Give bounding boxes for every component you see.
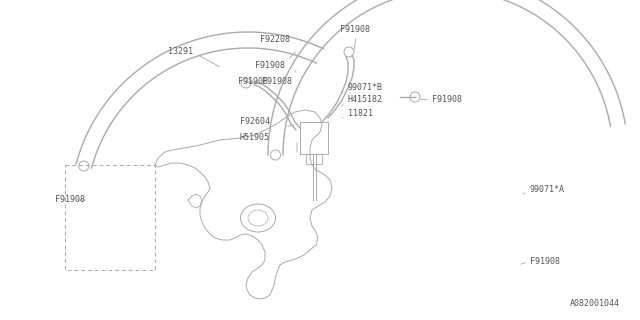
- Text: F91908: F91908: [262, 77, 292, 86]
- Text: A082001044: A082001044: [570, 299, 620, 308]
- Bar: [300, 122, 328, 154]
- Text: F91908: F91908: [255, 61, 285, 70]
- Text: F91908: F91908: [55, 196, 85, 204]
- Text: 13291: 13291: [168, 47, 193, 57]
- Text: F91908: F91908: [530, 258, 560, 267]
- Text: F91908: F91908: [432, 95, 462, 105]
- Bar: [306, 154, 322, 164]
- Text: F91908: F91908: [340, 26, 370, 35]
- Text: H415182: H415182: [348, 95, 383, 105]
- Text: 99071*A: 99071*A: [530, 186, 565, 195]
- Text: H51905: H51905: [240, 133, 270, 142]
- Text: 11821: 11821: [348, 108, 373, 117]
- Text: F92604: F92604: [240, 117, 270, 126]
- Text: F92208: F92208: [260, 36, 290, 44]
- Text: F91908: F91908: [238, 77, 268, 86]
- Text: 99071*B: 99071*B: [348, 83, 383, 92]
